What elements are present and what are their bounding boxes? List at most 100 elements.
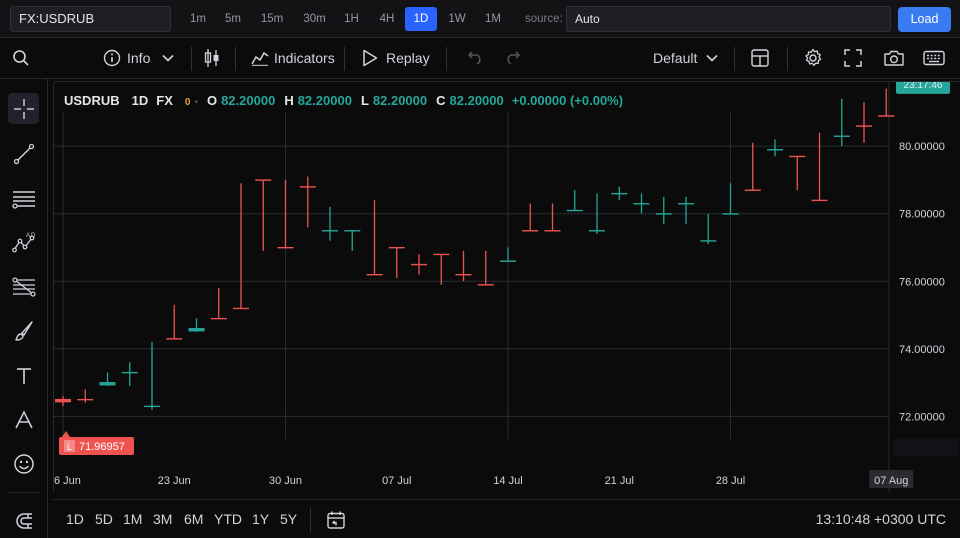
undo-icon[interactable] [464, 38, 484, 78]
range-5y[interactable]: 5Y [280, 511, 298, 527]
date-cursor-badge [869, 470, 914, 488]
range-3m[interactable]: 3M [153, 511, 173, 527]
candle-body [299, 186, 316, 188]
timeframe-30m[interactable]: 30m [303, 13, 326, 25]
text-icon[interactable] [8, 360, 39, 391]
candle-body [322, 230, 338, 232]
indicators-label: Indicators [274, 50, 335, 66]
search-icon[interactable] [12, 38, 30, 78]
legend-h-label: H [284, 93, 294, 108]
price-tick-label: 76.00000 [899, 276, 945, 288]
timeframe-4h[interactable]: 4H [379, 13, 395, 25]
legend-exchange: FX [156, 93, 173, 108]
date-tick-label: 6 Jun [54, 475, 81, 487]
price-chart[interactable]: 72.00000 74.00000 76.00000 78.00000 80.00000… [54, 82, 960, 493]
candle-body [455, 274, 472, 276]
timeframe-5m[interactable]: 5m [225, 13, 241, 25]
toolbar-divider [787, 47, 788, 71]
candle-body [678, 203, 694, 205]
price-tick-label: 80.00000 [899, 141, 945, 153]
legend-zero: 0 [184, 97, 191, 108]
candle-body [655, 213, 672, 215]
candle-body [77, 398, 94, 401]
candle-body [589, 230, 605, 232]
toolbar-divider [344, 47, 345, 71]
trend-line-icon[interactable] [8, 138, 39, 169]
fullscreen-icon[interactable] [844, 38, 862, 78]
legend-high: 82.20000 [297, 93, 352, 108]
layout-select[interactable]: Default [653, 38, 718, 78]
toolbar-divider [446, 47, 447, 71]
chevron-down-icon [706, 54, 718, 62]
keyboard-icon[interactable] [923, 38, 945, 78]
candle-body [233, 307, 249, 310]
date-tick-label: 23 Jun [158, 475, 191, 487]
candle-body [611, 192, 628, 195]
range-6m[interactable]: 6M [184, 511, 204, 527]
source-input[interactable]: Auto [566, 6, 891, 32]
candle-body [144, 405, 160, 408]
timeframe-1m[interactable]: 1m [190, 13, 206, 25]
replay-button[interactable]: Replay [362, 38, 430, 78]
candle-body [544, 230, 561, 232]
camera-icon[interactable] [883, 38, 905, 78]
date-tick-label: 07 Aug [874, 475, 908, 487]
indicators-button[interactable]: Indicators [251, 38, 335, 78]
timeframe-1h[interactable]: 1H [344, 13, 359, 25]
horizontal-lines-icon[interactable] [8, 183, 39, 214]
date-tick-label: 07 Jul [382, 475, 411, 487]
legend-symbol: USDRUB [64, 93, 120, 108]
info-button[interactable]: Info [103, 38, 174, 78]
magnet-icon[interactable] [8, 505, 39, 536]
toolbar-divider [191, 47, 192, 71]
candle-body [789, 155, 806, 158]
candle-body [121, 371, 138, 374]
legend-l-label: L [360, 93, 369, 108]
chart-pane[interactable]: 72.00000 74.00000 76.00000 78.00000 80.00000… [53, 81, 960, 493]
timeframe-15m[interactable]: 15m [260, 13, 284, 25]
low-marker-pointer [62, 431, 70, 437]
range-5d[interactable]: 5D [95, 511, 113, 527]
symbol-input[interactable]: FX:USDRUB [10, 6, 171, 32]
price-tick-label: 78.00000 [899, 209, 945, 221]
timeframe-1w[interactable]: 1W [448, 13, 466, 25]
load-button[interactable]: Load [898, 7, 951, 32]
candle-body [477, 284, 494, 286]
candle-type-icon[interactable] [203, 38, 221, 78]
fib-icon[interactable] [8, 271, 39, 302]
candle-body [522, 230, 539, 232]
candle-body [188, 328, 205, 332]
legend-c-label: C [436, 93, 446, 108]
range-1m[interactable]: 1M [123, 511, 143, 527]
crosshair-icon[interactable] [8, 93, 39, 124]
top-bar: FX:USDRUB 1m 5m 15m 30m 1H 4H 1D 1W 1M source: A… [0, 0, 960, 38]
range-1y[interactable]: 1Y [252, 511, 270, 527]
layout-label: Default [653, 50, 698, 66]
settings-icon[interactable] [803, 38, 823, 78]
low-marker-tag [64, 440, 75, 452]
candle-body [633, 203, 650, 205]
calendar-icon[interactable] [326, 510, 346, 535]
candle-body [700, 240, 717, 242]
layout-grid-icon[interactable] [751, 38, 769, 78]
timeframe-1d[interactable]: 1D [405, 7, 437, 31]
range-1d[interactable]: 1D [66, 511, 84, 527]
candle-body [767, 149, 783, 151]
measure-icon[interactable] [8, 404, 39, 435]
legend-dot-icon: • [194, 97, 198, 108]
range-ytd[interactable]: YTD [214, 511, 242, 527]
redo-icon[interactable] [504, 38, 524, 78]
scale-mode-buttons [893, 438, 959, 456]
timeframe-1m[interactable]: 1M [485, 13, 501, 25]
candle-body [411, 263, 427, 266]
brush-icon[interactable] [8, 315, 39, 346]
candle-body [722, 213, 739, 215]
emoji-icon[interactable] [8, 448, 39, 479]
legend-open: 82.20000 [221, 93, 276, 108]
svg-text:A: A [26, 233, 30, 239]
clock[interactable]: 13:10:48 +0300 UTC [815, 511, 946, 527]
chart-toolbar: Info Indicators Replay Default [0, 38, 960, 79]
legend-change: +0.00000 (+0.00%) [511, 93, 624, 108]
